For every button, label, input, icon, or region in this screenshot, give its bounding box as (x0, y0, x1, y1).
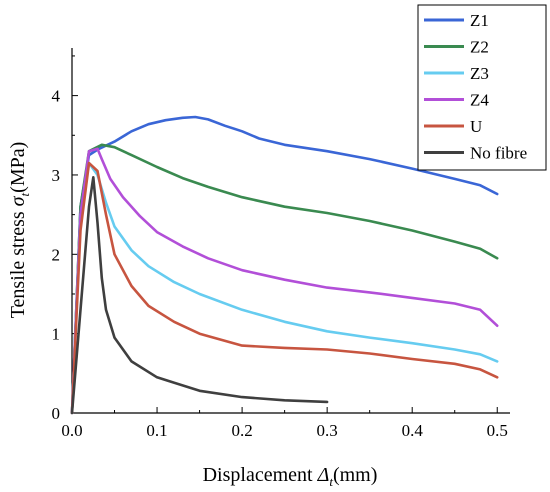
series-line-u (70, 161, 499, 415)
legend-label-z4: Z4 (470, 91, 489, 110)
series-group (70, 115, 499, 415)
legend-label-no-fibre: No fibre (470, 144, 527, 163)
axes (71, 48, 510, 414)
series-line-z1 (70, 115, 499, 415)
y-tick-label: 1 (52, 325, 61, 344)
y-tick-label: 2 (52, 245, 61, 264)
series-line-z4 (70, 147, 499, 415)
legend-label-z1: Z1 (470, 11, 489, 30)
x-tick-label: 0.3 (317, 421, 338, 440)
legend-label-u: U (470, 117, 482, 136)
y-axis-label: Tensile stress σt(MPa) (7, 142, 32, 319)
x-tick-label: 0.2 (231, 421, 252, 440)
ticks: 0.0 0.1 0.2 0.3 0.4 0.5 0 1 2 3 4 (52, 55, 508, 440)
x-tick-label: 0.1 (146, 421, 167, 440)
x-axis-label: Displacement Δt(mm) (203, 464, 378, 489)
series-line-z3 (70, 161, 499, 415)
legend-label-z2: Z2 (470, 38, 489, 57)
y-tick-label: 4 (52, 87, 61, 106)
legend-box (417, 4, 547, 171)
legend-label-z3: Z3 (470, 64, 489, 83)
series-line-no-fibre (70, 176, 329, 415)
series-line-z2 (70, 143, 499, 415)
y-tick-label: 0 (52, 404, 61, 423)
x-tick-label: 0.5 (487, 421, 508, 440)
x-tick-label: 0.0 (61, 421, 82, 440)
y-tick-label: 3 (52, 166, 61, 185)
x-tick-label: 0.4 (402, 421, 424, 440)
legend: Z1 Z2 Z3 Z4 U No fibre (417, 4, 547, 171)
